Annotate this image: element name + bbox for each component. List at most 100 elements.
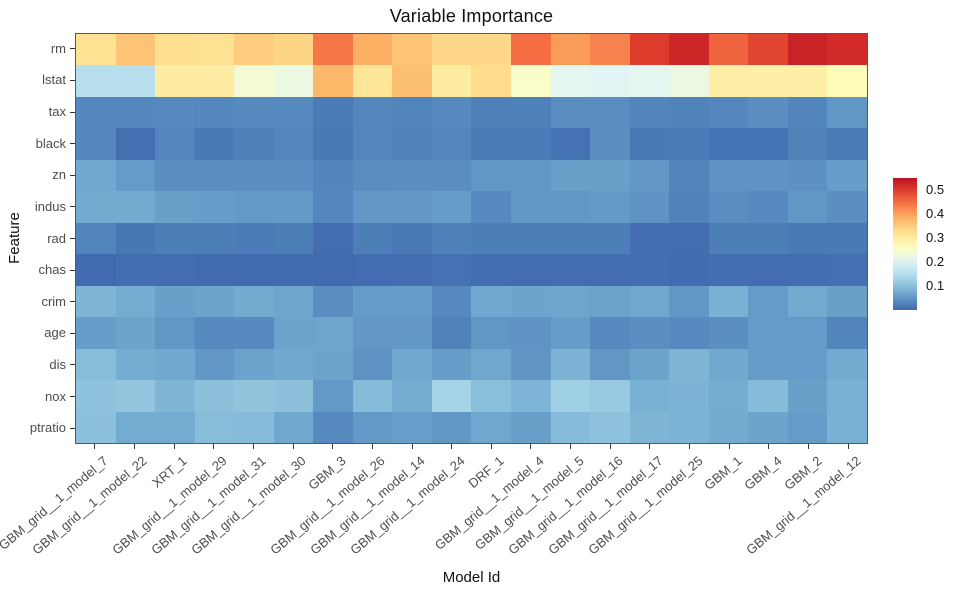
- y-tick-label-rm: rm: [50, 40, 66, 56]
- heatmap-cell-nox-GBM_1: [708, 380, 749, 412]
- heatmap-cell-indus-GBM_grid__1_model_29: [194, 191, 235, 223]
- heatmap-cell-ptratio-GBM_grid__1_model_7: [76, 411, 116, 443]
- heatmap-cell-black-DRF_1: [471, 128, 512, 160]
- heatmap-cell-dis-GBM_grid__1_model_29: [194, 348, 235, 381]
- y-tick-mark: [70, 143, 75, 145]
- heatmap-cell-lstat-GBM_grid__1_model_16: [590, 65, 630, 97]
- y-tick-label-rad: rad: [47, 230, 66, 246]
- heatmap-cell-crim-GBM_grid__1_model_12: [827, 285, 867, 318]
- heatmap-cell-dis-GBM_grid__1_model_4: [511, 348, 551, 381]
- heatmap-cell-tax-GBM_grid__1_model_17: [629, 96, 670, 129]
- heatmap-cell-dis-GBM_1: [708, 348, 749, 381]
- heatmap-cell-crim-GBM_grid__1_model_5: [550, 285, 591, 318]
- heatmap-cell-age-GBM_grid__1_model_7: [76, 317, 116, 349]
- colorbar-tick-label-0.1: 0.1: [926, 278, 945, 293]
- y-tick-mark: [70, 396, 75, 398]
- heatmap-cell-zn-GBM_grid__1_model_24: [431, 159, 472, 192]
- heatmap-cell-dis-GBM_grid__1_model_7: [76, 348, 116, 381]
- colorbar-tick-label-0.3: 0.3: [926, 230, 945, 245]
- heatmap-cell-age-GBM_grid__1_model_26: [352, 317, 393, 349]
- heatmap-cell-indus-GBM_grid__1_model_22: [115, 191, 156, 223]
- heatmap-cell-black-XRT_1: [155, 128, 195, 160]
- heatmap-cell-tax-GBM_4: [748, 96, 788, 129]
- y-tick-mark: [70, 174, 75, 176]
- colorbar-tick-label-0.4: 0.4: [926, 206, 945, 221]
- heatmap-cell-rad-GBM_grid__1_model_31: [234, 222, 274, 255]
- y-tick-label-nox: nox: [45, 388, 66, 404]
- heatmap-cell-crim-GBM_4: [748, 285, 788, 318]
- heatmap-cell-black-GBM_grid__1_model_22: [115, 128, 156, 160]
- heatmap-cell-chas-DRF_1: [471, 254, 512, 286]
- x-tick-mark: [292, 444, 294, 449]
- x-tick-mark: [530, 444, 532, 449]
- y-axis-title: Feature: [6, 212, 23, 264]
- heatmap-cell-ptratio-GBM_grid__1_model_4: [511, 411, 551, 443]
- y-tick-label-lstat: lstat: [42, 72, 66, 88]
- x-tick-mark: [133, 444, 135, 449]
- x-tick-mark: [768, 444, 770, 449]
- heatmap-cell-nox-XRT_1: [155, 380, 195, 412]
- x-tick-mark: [609, 444, 611, 449]
- heatmap-cell-rm-GBM_grid__1_model_22: [115, 34, 156, 66]
- heatmap-cell-crim-GBM_grid__1_model_7: [76, 285, 116, 318]
- y-tick-label-indus: indus: [34, 198, 66, 214]
- heatmap-cell-rad-GBM_3: [313, 222, 353, 255]
- heatmap-cell-rm-DRF_1: [471, 34, 512, 66]
- heatmap-cell-chas-GBM_grid__1_model_24: [431, 254, 472, 286]
- x-axis-title: Model Id: [442, 569, 501, 586]
- heatmap-cell-nox-GBM_grid__1_model_25: [669, 380, 709, 412]
- heatmap-cell-ptratio-GBM_grid__1_model_25: [669, 411, 709, 443]
- heatmap-cell-age-GBM_1: [708, 317, 749, 349]
- heatmap-cell-crim-GBM_grid__1_model_26: [352, 285, 393, 318]
- heatmap-cell-zn-GBM_grid__1_model_22: [115, 159, 156, 192]
- heatmap-cell-zn-GBM_4: [748, 159, 788, 192]
- heatmap-cell-rad-GBM_grid__1_model_14: [392, 222, 432, 255]
- heatmap-cell-ptratio-GBM_1: [708, 411, 749, 443]
- heatmap-cell-ptratio-GBM_grid__1_model_16: [590, 411, 630, 443]
- heatmap-cell-tax-GBM_3: [313, 96, 353, 129]
- heatmap-cell-indus-GBM_grid__1_model_16: [590, 191, 630, 223]
- heatmap-cell-chas-GBM_grid__1_model_7: [76, 254, 116, 286]
- heatmap-cell-rm-XRT_1: [155, 34, 195, 66]
- heatmap-cell-rad-GBM_grid__1_model_24: [431, 222, 472, 255]
- heatmap-cell-rad-XRT_1: [155, 222, 195, 255]
- heatmap-cell-crim-XRT_1: [155, 285, 195, 318]
- heatmap-cell-ptratio-GBM_grid__1_model_31: [234, 411, 274, 443]
- heatmap-cell-ptratio-GBM_grid__1_model_24: [431, 411, 472, 443]
- heatmap-cell-tax-GBM_grid__1_model_4: [511, 96, 551, 129]
- y-tick-mark: [70, 238, 75, 239]
- heatmap-cell-lstat-GBM_grid__1_model_4: [511, 65, 551, 97]
- heatmap-cell-tax-DRF_1: [471, 96, 512, 129]
- heatmap-cell-black-GBM_grid__1_model_16: [590, 128, 630, 160]
- colorbar-legend: [893, 178, 917, 310]
- heatmap-cell-age-GBM_grid__1_model_5: [550, 317, 591, 349]
- heatmap-cell-chas-XRT_1: [155, 254, 195, 286]
- heatmap-cell-age-GBM_grid__1_model_30: [273, 317, 314, 349]
- heatmap-cell-crim-GBM_grid__1_model_22: [115, 285, 156, 318]
- heatmap-cell-chas-GBM_1: [708, 254, 749, 286]
- heatmap-cell-nox-GBM_grid__1_model_26: [352, 380, 393, 412]
- heatmap-cell-dis-GBM_grid__1_model_24: [431, 348, 472, 381]
- y-tick-mark: [70, 79, 75, 81]
- heatmap-cell-nox-GBM_grid__1_model_24: [431, 380, 472, 412]
- y-tick-mark: [70, 111, 75, 113]
- heatmap-cell-rm-GBM_grid__1_model_14: [392, 34, 432, 66]
- heatmap-cell-rm-GBM_grid__1_model_5: [550, 34, 591, 66]
- heatmap-cell-crim-DRF_1: [471, 285, 512, 318]
- heatmap-cell-black-GBM_grid__1_model_12: [827, 128, 867, 160]
- heatmap-cell-rm-GBM_grid__1_model_24: [431, 34, 472, 66]
- heatmap-cell-black-GBM_grid__1_model_17: [629, 128, 670, 160]
- heatmap-cell-rad-GBM_grid__1_model_5: [550, 222, 591, 255]
- heatmap-cell-indus-GBM_grid__1_model_24: [431, 191, 472, 223]
- y-tick-mark: [70, 48, 75, 50]
- heatmap-cell-tax-GBM_grid__1_model_30: [273, 96, 314, 129]
- heatmap-cell-black-GBM_3: [313, 128, 353, 160]
- heatmap-cell-indus-GBM_grid__1_model_7: [76, 191, 116, 223]
- heatmap-cell-ptratio-GBM_grid__1_model_30: [273, 411, 314, 443]
- heatmap-cell-nox-GBM_grid__1_model_4: [511, 380, 551, 412]
- heatmap-cell-ptratio-GBM_grid__1_model_17: [629, 411, 670, 443]
- colorbar-tick-label-0.5: 0.5: [926, 182, 945, 197]
- x-tick-mark: [808, 444, 810, 449]
- heatmap-cell-lstat-GBM_grid__1_model_31: [234, 65, 274, 97]
- heatmap-cell-chas-GBM_4: [748, 254, 788, 286]
